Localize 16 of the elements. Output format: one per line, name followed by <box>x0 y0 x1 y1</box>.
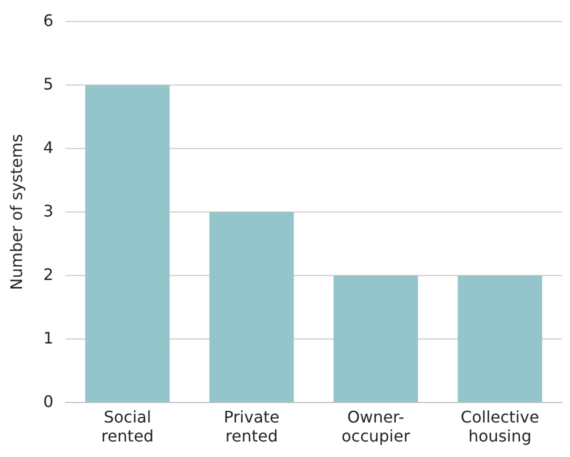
y-tick-label: 1 <box>43 328 54 348</box>
bar <box>458 276 542 402</box>
x-tick-label: Owner-occupier <box>341 407 410 446</box>
x-tick-label: Social rented <box>101 407 154 446</box>
y-tick-label: 0 <box>43 392 54 411</box>
bar <box>334 276 418 402</box>
y-axis-title: Number of systems <box>6 134 26 290</box>
y-tick-label: 6 <box>43 10 54 30</box>
y-tick-label: 3 <box>43 201 54 220</box>
x-tick-label: Collective housing <box>460 407 540 446</box>
y-tick-label: 4 <box>43 138 54 157</box>
y-tick-label: 2 <box>43 264 54 284</box>
bar <box>209 212 294 402</box>
bar <box>85 85 170 402</box>
y-tick-label: 5 <box>43 74 54 94</box>
x-tick-label: Private rented <box>224 407 280 446</box>
